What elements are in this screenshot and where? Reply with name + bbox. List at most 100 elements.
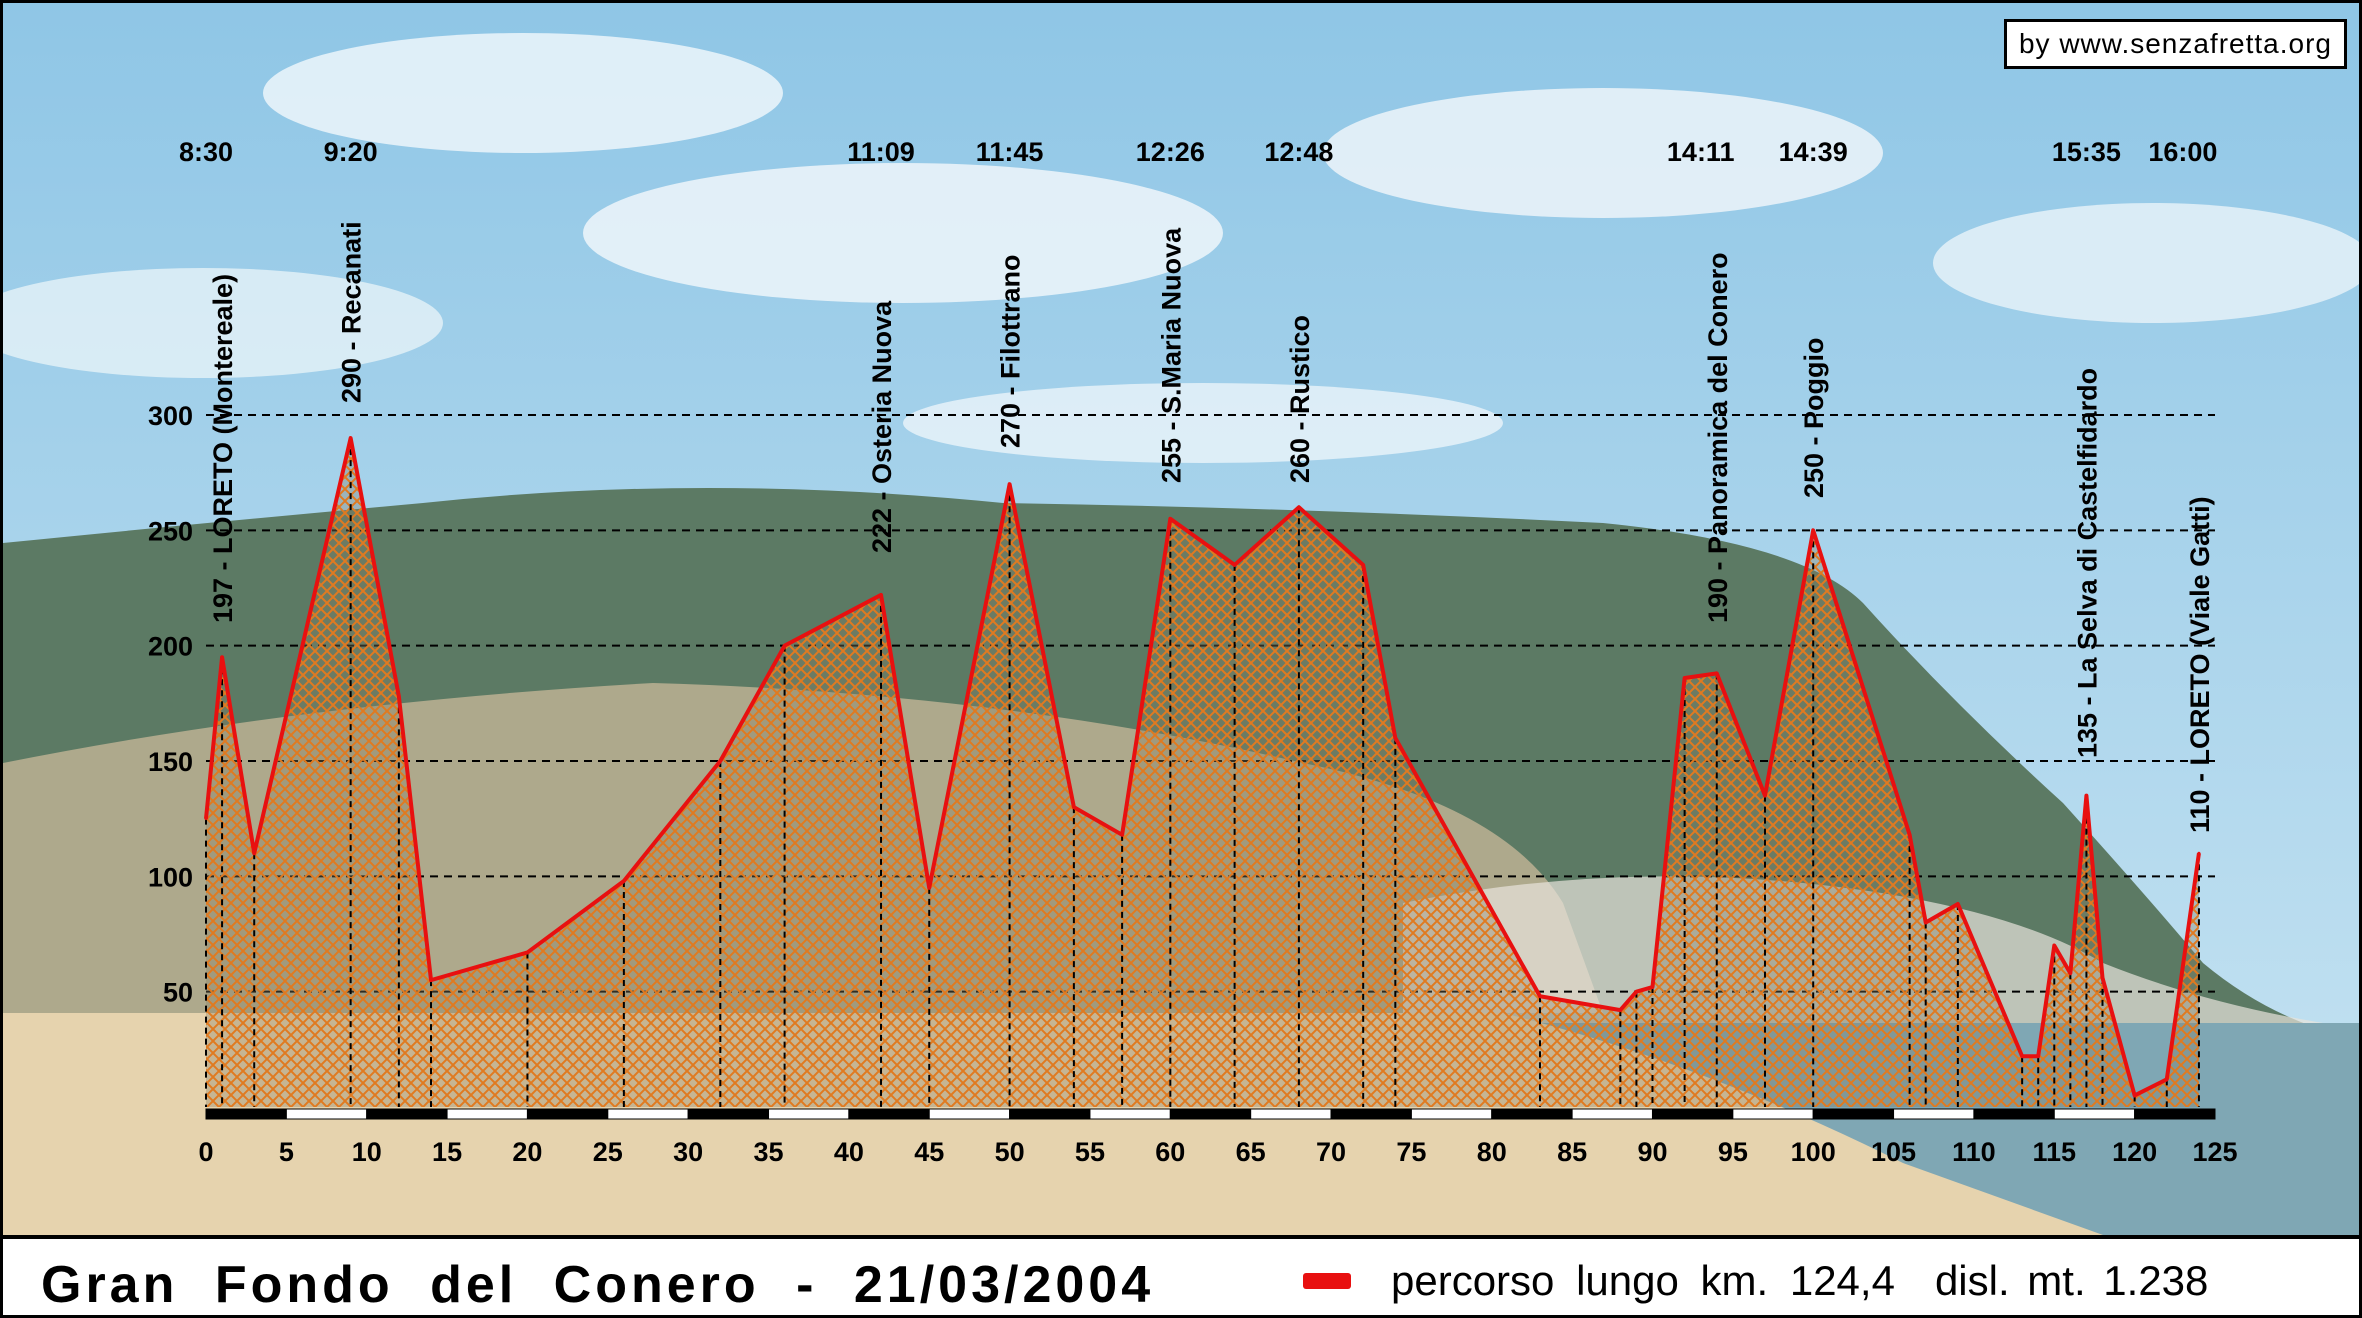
y-tick-label: 200 (148, 632, 193, 662)
x-tick-label: 70 (1316, 1137, 1346, 1167)
data-point (204, 817, 208, 821)
x-tick-label: 95 (1718, 1137, 1748, 1167)
x-tick-label: 10 (352, 1137, 382, 1167)
legend: percorso lungo km. 124,4 disl. mt. 1.238 (1303, 1257, 2208, 1305)
data-point (622, 879, 626, 883)
time-label: 12:26 (1136, 137, 1205, 167)
data-point (2197, 851, 2201, 855)
time-label: 11:09 (847, 137, 915, 167)
data-point (1715, 671, 1719, 675)
waypoint-label: 190 - Panoramica del Conero (1703, 252, 1733, 623)
y-tick-label: 150 (148, 747, 193, 777)
waypoint-label: 135 - La Selva di Castelfidardo (2072, 368, 2102, 758)
data-point (927, 886, 931, 890)
axis-segment (446, 1108, 528, 1120)
chart-panel: 0 5 10 15 20 25 30 35 40 45 50 55 60 65 70 75 80 85 90 95 10… (3, 3, 2359, 1315)
elevation-chart: 0 5 10 15 20 25 30 35 40 45 50 55 60 65 70 75 80 85 90 95 10… (148, 137, 2238, 1167)
x-tick-label: 55 (1075, 1137, 1105, 1167)
data-point (1683, 676, 1687, 680)
data-point (1763, 794, 1767, 798)
data-point (2100, 976, 2104, 980)
axis-segment (1250, 1108, 1332, 1120)
axis-segment (687, 1108, 770, 1120)
data-point (1297, 505, 1301, 509)
data-point (1618, 1008, 1622, 1012)
elevation-gain-label: disl. mt. 1.238 (1934, 1257, 2209, 1304)
axis-segment (1571, 1108, 1653, 1120)
data-point (2084, 794, 2088, 798)
axis-segment (1330, 1108, 1412, 1120)
x-tick-label: 90 (1637, 1137, 1667, 1167)
cloud (903, 383, 1503, 463)
y-tick-label: 50 (163, 978, 193, 1008)
x-tick-label: 30 (673, 1137, 703, 1167)
data-point (1168, 517, 1172, 521)
data-point (1361, 563, 1365, 567)
time-label: 14:39 (1779, 137, 1848, 167)
data-point (718, 759, 722, 763)
x-tick-label: 15 (432, 1137, 462, 1167)
data-point (1650, 985, 1654, 989)
cloud (1933, 203, 2359, 323)
data-point (2133, 1093, 2137, 1097)
waypoint-label: 250 - Poggio (1799, 337, 1829, 498)
waypoint-label: 270 - Filottrano (996, 254, 1026, 448)
waypoint-label: 260 - Rustico (1285, 315, 1315, 483)
data-point (1233, 563, 1237, 567)
waypoint-label: 197 - LORETO (Montereale) (208, 274, 238, 623)
axis-segment (1973, 1108, 2055, 1120)
data-point (783, 644, 787, 648)
axis-segment (1651, 1108, 1734, 1120)
axis-segment (1893, 1108, 1975, 1120)
x-tick-label: 120 (2112, 1137, 2157, 1167)
cloud (263, 33, 783, 153)
axis-segment (205, 1108, 287, 1120)
series-line (204, 436, 2201, 1098)
x-tick-label: 75 (1396, 1137, 1426, 1167)
waypoint-label: 110 - LORETO (Viale Gatti) (2185, 496, 2215, 833)
y-tick-label: 100 (148, 862, 193, 892)
x-tick-label: 5 (279, 1137, 294, 1167)
time-label: 12:48 (1264, 137, 1333, 167)
data-point (2020, 1054, 2024, 1058)
data-point (429, 978, 433, 982)
waypoint-label: 290 - Recanati (337, 221, 367, 403)
axis-segment (848, 1108, 930, 1120)
x-tick-label: 60 (1155, 1137, 1185, 1167)
data-point (1811, 528, 1815, 532)
x-tick-label: 0 (198, 1137, 213, 1167)
legend-label: percorso lungo km. 124,4 (1391, 1257, 1895, 1304)
x-tick-label: 45 (914, 1137, 944, 1167)
data-point (220, 655, 224, 659)
data-point (879, 593, 883, 597)
data-point (1120, 833, 1124, 837)
time-label: 16:00 (2148, 137, 2217, 167)
data-point (2068, 971, 2072, 975)
x-tick-label: 20 (512, 1137, 542, 1167)
data-point (1393, 736, 1397, 740)
x-tick-label: 40 (834, 1137, 864, 1167)
data-point (1538, 994, 1542, 998)
credit-label: by www.senzafretta.org (2003, 19, 2347, 69)
axis-segment (1009, 1108, 1091, 1120)
time-label: 14:11 (1667, 137, 1735, 167)
footer: Gran Fondo del Conero - 21/03/2004 perco… (3, 1235, 2359, 1315)
cloud (583, 163, 1223, 303)
waypoint-label: 222 - Osteria Nuova (867, 300, 897, 553)
data-point (1008, 482, 1012, 486)
axis-segment (1812, 1108, 1895, 1120)
x-tick-label: 105 (1871, 1137, 1916, 1167)
x-tick-label: 80 (1477, 1137, 1507, 1167)
y-tick-label: 300 (148, 401, 193, 431)
data-point (2165, 1077, 2169, 1081)
axis-segment (1089, 1108, 1171, 1120)
axis-segment (285, 1108, 368, 1120)
x-tick-label: 85 (1557, 1137, 1587, 1167)
axis-segment (2134, 1108, 2216, 1120)
time-label: 8:30 (179, 137, 233, 167)
x-tick-label: 65 (1236, 1137, 1266, 1167)
axis-segment (366, 1108, 448, 1120)
data-point (1072, 805, 1076, 809)
x-tick-label: 50 (995, 1137, 1025, 1167)
